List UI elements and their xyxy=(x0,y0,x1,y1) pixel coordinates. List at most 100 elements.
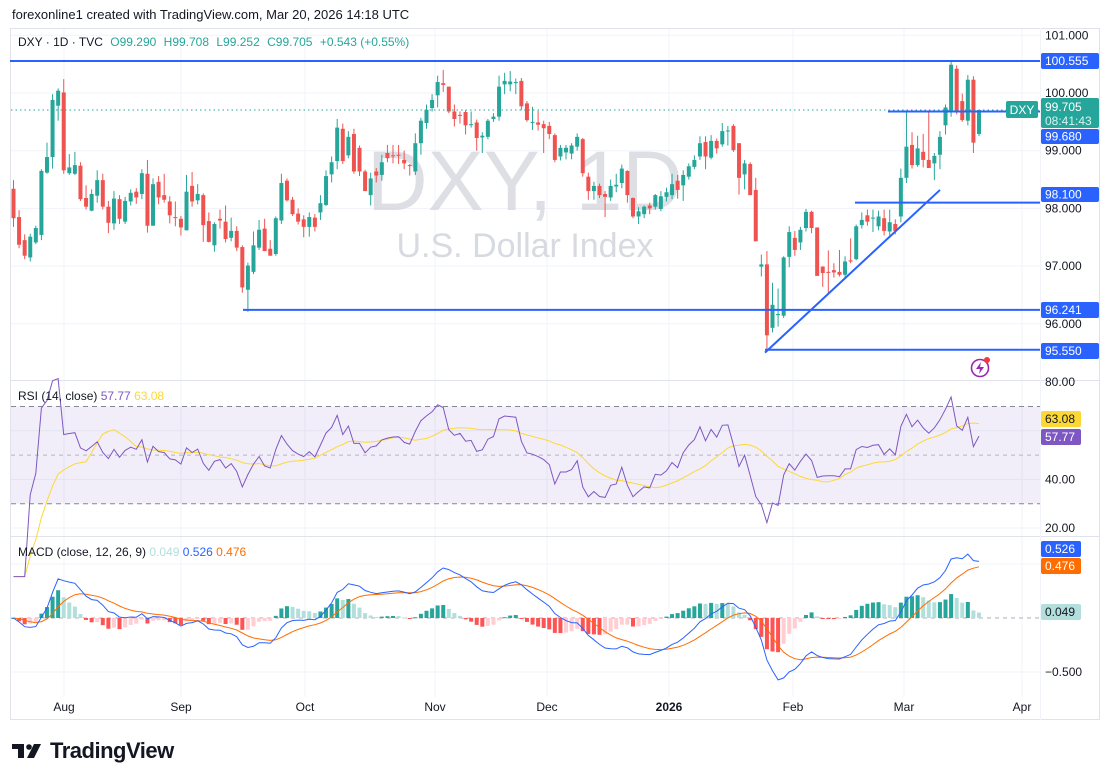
macd-histogram-bar xyxy=(742,614,747,618)
candle xyxy=(737,143,742,195)
candle xyxy=(268,240,273,256)
candle-body xyxy=(686,166,691,177)
candle-body xyxy=(580,139,585,174)
candle-body xyxy=(502,80,507,85)
candle-body xyxy=(413,143,418,172)
candle xyxy=(848,238,853,264)
candle xyxy=(106,200,111,234)
candle xyxy=(731,124,736,152)
candle xyxy=(229,217,234,242)
macd-legend[interactable]: MACD (close, 12, 26, 9) 0.049 0.526 0.47… xyxy=(18,545,246,559)
candle xyxy=(753,177,758,242)
candle-body xyxy=(284,180,289,201)
high-value: H99.708 xyxy=(163,35,210,49)
candle-body xyxy=(803,211,808,229)
macd-histogram-bar xyxy=(463,618,468,620)
macd-histogram-bar xyxy=(229,618,234,624)
macd-histogram-bar xyxy=(329,603,334,618)
candle-body xyxy=(742,163,747,175)
macd-histogram-bar xyxy=(558,618,563,634)
lightning-icon[interactable] xyxy=(970,357,991,378)
candle xyxy=(954,65,959,115)
rsi-value-badge[interactable]: 57.77 xyxy=(1041,429,1081,445)
macd-histogram-bar xyxy=(809,612,814,618)
candle xyxy=(307,212,312,237)
macd-value-badge[interactable]: 0.526 xyxy=(1041,541,1081,557)
price-badge-98100[interactable]: 98.100 xyxy=(1041,187,1099,202)
candle-body xyxy=(11,188,16,219)
macd-histogram-bar xyxy=(697,603,702,618)
candle xyxy=(44,142,49,174)
macd-histogram-bar xyxy=(396,616,401,618)
candle xyxy=(569,143,574,160)
candle-body xyxy=(614,184,619,187)
symbol-legend[interactable]: DXY · 1D · TVC O99.290 H99.708 L99.252 C… xyxy=(18,35,413,49)
rsi-ma-line xyxy=(13,422,980,578)
candle xyxy=(245,262,250,312)
macd-histogram-bar xyxy=(340,599,345,618)
candle xyxy=(960,93,965,122)
macd-histogram-bar xyxy=(653,618,658,621)
macd-pane xyxy=(11,553,1040,681)
symbol-info[interactable]: DXY · 1D · TVC xyxy=(18,35,103,49)
candle xyxy=(363,169,368,192)
macd-hist-badge[interactable]: 0.049 xyxy=(1041,604,1081,620)
macd-histogram-bar xyxy=(446,608,451,618)
candle xyxy=(803,208,808,232)
macd-histogram-bar xyxy=(569,618,574,632)
rsi-ma-badge[interactable]: 63.08 xyxy=(1041,411,1081,427)
macd-histogram-bar xyxy=(524,618,529,622)
candle xyxy=(642,205,647,219)
candle xyxy=(374,168,379,183)
price-axis-tick-label: 100.000 xyxy=(1045,86,1089,100)
candle-body xyxy=(457,114,462,116)
candle xyxy=(145,159,150,233)
candle-body xyxy=(977,110,981,134)
candle xyxy=(820,266,825,287)
macd-histogram-bar xyxy=(151,618,156,621)
macd-signal-badge[interactable]: 0.476 xyxy=(1041,558,1081,574)
macd-histogram-bar xyxy=(457,615,462,618)
candle xyxy=(865,209,870,226)
close-value: C99.705 xyxy=(267,35,313,49)
rsi-legend[interactable]: RSI (14, close) 57.77 63.08 xyxy=(18,389,164,403)
macd-histogram-bar xyxy=(949,594,954,618)
macd-histogram-bar xyxy=(703,603,708,618)
macd-histogram-bar xyxy=(603,618,608,635)
price-badge-100555[interactable]: 100.555 xyxy=(1041,53,1099,69)
macd-histogram-bar xyxy=(296,608,301,618)
macd-histogram-bar xyxy=(831,618,836,620)
candle-body xyxy=(95,180,100,196)
candle xyxy=(971,76,976,154)
price-badge-98100-text: 98.100 xyxy=(1045,188,1082,202)
candle-body xyxy=(329,162,334,175)
tradingview-logo[interactable]: TradingView xyxy=(12,738,174,764)
candle-body xyxy=(139,173,144,194)
macd-hist-value: 0.049 xyxy=(149,545,180,559)
candle-body xyxy=(229,230,234,238)
price-badge-96241[interactable]: 96.241 xyxy=(1041,302,1099,318)
candle-body xyxy=(217,218,222,221)
candle-body xyxy=(536,122,541,125)
macd-histogram-bar xyxy=(357,607,362,618)
candle-body xyxy=(279,183,284,221)
candle-body xyxy=(692,159,697,167)
candle xyxy=(681,170,686,201)
candle xyxy=(446,86,451,114)
candle xyxy=(167,196,172,224)
candle-body xyxy=(664,192,669,197)
candle-body xyxy=(513,82,518,84)
drawings[interactable] xyxy=(10,59,1040,354)
candle xyxy=(653,193,658,210)
candle-body xyxy=(78,165,83,200)
candle-body xyxy=(351,133,356,172)
candle-body xyxy=(770,304,775,328)
price-badge-95550[interactable]: 95.550 xyxy=(1041,343,1099,359)
trendline[interactable] xyxy=(764,189,941,354)
macd-histogram-bar xyxy=(552,618,557,633)
macd-histogram-bar xyxy=(201,618,206,621)
macd-histogram-bar xyxy=(469,618,474,622)
price-badge-99680[interactable]: 99.680 xyxy=(1041,129,1099,144)
